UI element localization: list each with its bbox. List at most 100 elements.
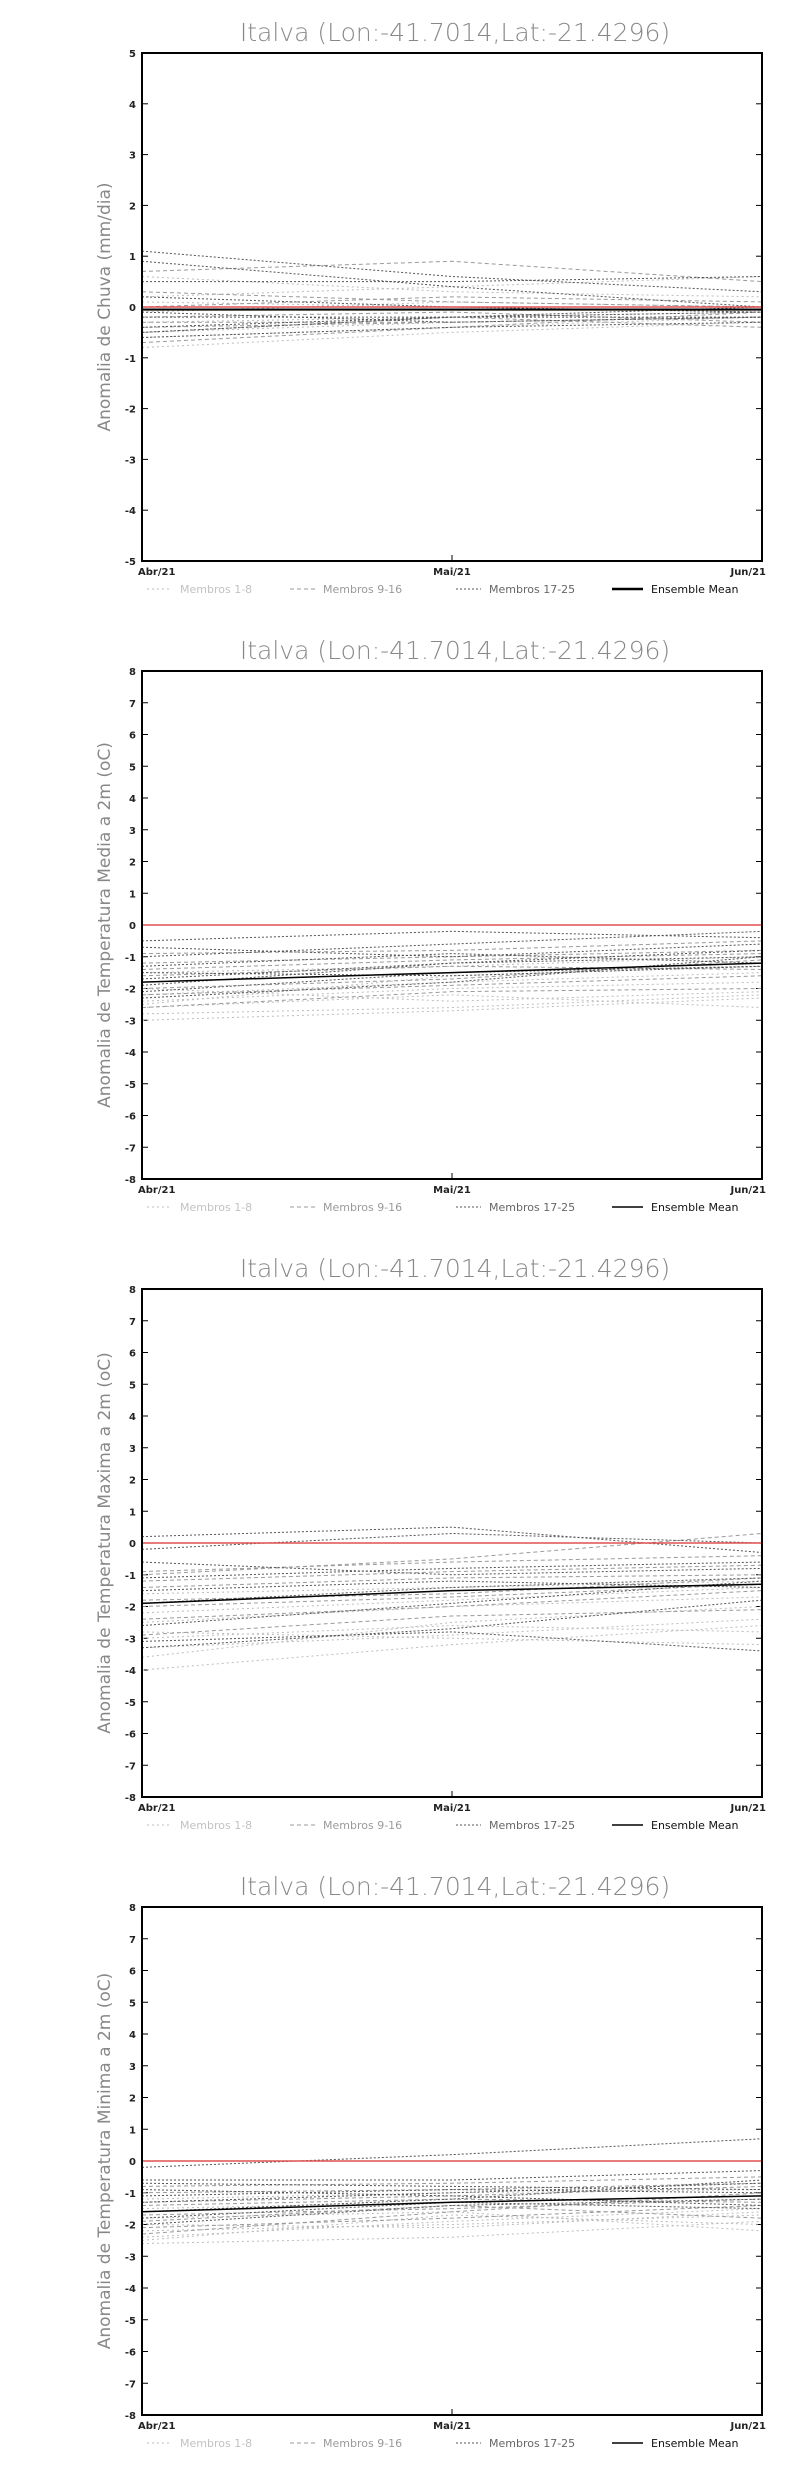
member-series-line — [141, 943, 763, 958]
y-tick-label: -2 — [125, 2221, 136, 2232]
y-tick-label: 5 — [129, 1380, 136, 1391]
y-tick-label: 8 — [129, 667, 136, 678]
y-tick-label: -4 — [125, 506, 136, 517]
y-tick-label: -7 — [125, 1143, 136, 1154]
member-series-line — [141, 1577, 763, 1601]
member-series-line — [141, 1631, 763, 1652]
y-tick-label: -5 — [125, 2316, 136, 2327]
member-series-line — [141, 1631, 763, 1646]
y-tick-label: 1 — [129, 2125, 136, 2136]
member-series-line — [141, 972, 763, 996]
y-tick-label: 7 — [129, 1935, 136, 1946]
y-tick-label: -4 — [125, 1666, 136, 1677]
member-series-line — [141, 296, 763, 308]
member-series-line — [141, 1564, 763, 1582]
chart-panel-4: Italva (Lon:-41.7014,Lat:-21.4296) Anomal… — [95, 1872, 766, 2450]
x-tick-label: Jun/21 — [729, 1803, 766, 1814]
y-tick-label: -2 — [125, 985, 136, 996]
legend-label: Membros 1-8 — [180, 2437, 252, 2450]
member-series-line — [141, 2214, 763, 2232]
member-series-line — [141, 930, 763, 942]
x-tick-label: Jun/21 — [729, 2421, 766, 2432]
member-series-line — [141, 965, 763, 993]
member-series-line — [141, 1606, 763, 1658]
y-tick-label: 7 — [129, 699, 136, 710]
y-tick-label: 4 — [129, 2030, 136, 2041]
y-tick-label: -5 — [125, 1080, 136, 1091]
legend-label: Membros 9-16 — [323, 1201, 402, 1214]
member-series-line — [141, 2198, 763, 2216]
y-tick-label: 0 — [129, 921, 136, 932]
x-tick-label: Mai/21 — [433, 2421, 471, 2432]
member-series-line — [141, 1561, 763, 1576]
y-tick-label: 5 — [129, 762, 136, 773]
y-axis-label: Anomalia de Chuva (mm/dia) — [95, 182, 115, 431]
member-series-line — [141, 311, 763, 323]
legend-label: Membros 1-8 — [180, 583, 252, 596]
member-series-line — [141, 930, 763, 958]
legend-label: Membros 9-16 — [323, 583, 402, 596]
member-series-line — [141, 1580, 763, 1592]
member-series-line — [141, 1532, 763, 1576]
member-series-line — [141, 988, 763, 1002]
y-tick-label: 3 — [129, 826, 136, 837]
member-series-line — [141, 1618, 763, 1649]
member-series-line — [141, 1532, 763, 1550]
chart-title: Italva (Lon:-41.7014,Lat:-21.4296) — [240, 18, 670, 47]
y-tick-label: 5 — [129, 1998, 136, 2009]
legend-label: Ensemble Mean — [651, 1819, 738, 1832]
ensemble-mean-line — [141, 962, 763, 983]
member-series-line — [141, 260, 763, 283]
chart-title: Italva (Lon:-41.7014,Lat:-21.4296) — [240, 636, 670, 665]
x-tick-label: Mai/21 — [433, 1185, 471, 1196]
member-series-line — [141, 1609, 763, 1636]
member-series-line — [142, 2170, 763, 2181]
chart-panel-2: Italva (Lon:-41.7014,Lat:-21.4296) Anomal… — [95, 636, 766, 1214]
y-tick-label: -3 — [125, 455, 136, 466]
ensemble-mean-line — [141, 1583, 763, 1605]
member-series-line — [141, 2204, 763, 2229]
member-series-line — [141, 2138, 763, 2168]
member-series-line — [141, 2182, 763, 2191]
legend-label: Membros 9-16 — [323, 1819, 402, 1832]
y-tick-label: 2 — [129, 858, 136, 869]
member-series-line — [141, 2214, 763, 2241]
member-series-line — [141, 306, 763, 333]
legend-label: Ensemble Mean — [651, 1201, 738, 1214]
member-series-line — [141, 949, 763, 986]
y-tick-label: -1 — [125, 1571, 136, 1582]
y-tick-label: 1 — [129, 889, 136, 900]
member-series-line — [141, 1586, 763, 1614]
member-series-line — [141, 1577, 763, 1604]
member-series-line — [141, 1599, 763, 1649]
y-tick-label: 2 — [129, 1476, 136, 1487]
y-tick-label: -2 — [125, 405, 136, 416]
member-series-line — [141, 1590, 763, 1620]
legend-label: Membros 17-25 — [489, 2437, 575, 2450]
member-series-line — [141, 2204, 763, 2222]
member-series-line — [141, 311, 763, 328]
member-series-line — [141, 291, 763, 308]
y-tick-label: -7 — [125, 2379, 136, 2390]
y-tick-label: 8 — [129, 1285, 136, 1296]
x-tick-label: Mai/21 — [433, 1803, 471, 1814]
member-series-line — [141, 276, 763, 298]
member-series-line — [141, 956, 763, 999]
y-tick-label: -1 — [125, 953, 136, 964]
y-tick-label: 4 — [129, 1412, 136, 1423]
y-tick-label: 2 — [129, 201, 136, 212]
y-tick-label: -3 — [125, 2252, 136, 2263]
y-tick-label: -3 — [125, 1634, 136, 1645]
y-tick-label: 7 — [129, 1317, 136, 1328]
member-series-line — [141, 1574, 763, 1588]
plot-frame — [141, 1906, 763, 2416]
member-series-line — [141, 2185, 763, 2203]
member-series-line — [141, 965, 763, 977]
member-series-line — [141, 988, 763, 1009]
legend-label: Membros 17-25 — [489, 1201, 575, 1214]
member-series-line — [141, 311, 763, 344]
member-series-line — [141, 2189, 763, 2200]
x-tick-label: Abr/21 — [138, 1185, 175, 1196]
y-tick-label: -5 — [125, 1698, 136, 1709]
